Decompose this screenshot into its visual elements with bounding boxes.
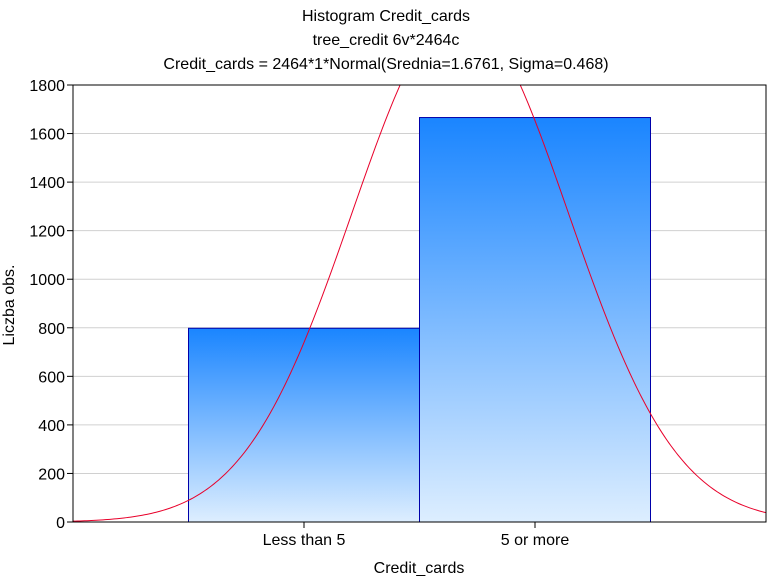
bars [188,117,651,523]
y-tick-label: 1400 [29,175,65,192]
x-tick-label: 5 or more [501,532,570,549]
y-tick-label: 600 [38,369,65,386]
y-tick-label: 800 [38,321,65,338]
y-axis-label: Liczba obs. [1,265,18,346]
normal-fit-curve-layer [73,85,766,522]
histogram-bar [419,117,651,523]
y-tick-label: 1600 [29,127,65,144]
y-tick-label: 400 [38,418,65,435]
y-tick-label: 1000 [29,272,65,289]
chart-formula: Credit_cards = 2464*1*Normal(Srednia=1.6… [163,56,608,73]
plot-frame [72,84,767,523]
normal-fit-curve [73,85,766,522]
y-tick-label: 1800 [29,78,65,95]
y-tick-label: 200 [38,466,65,483]
x-axis-label: Credit_cards [374,560,465,577]
y-tick-label: 0 [56,515,65,532]
y-axis-ticks: 0 200 400 600 800 1000 1200 1400 1600 1800 [29,78,73,532]
chart-title: Histogram Credit_cards [302,8,470,25]
x-tick-label: Less than 5 [263,532,346,549]
chart-subtitle: tree_credit 6v*2464c [313,32,460,49]
y-tick-label: 1200 [29,224,65,241]
histogram-bar [188,327,420,523]
x-axis-ticks: Less than 5 5 or more [263,522,570,549]
